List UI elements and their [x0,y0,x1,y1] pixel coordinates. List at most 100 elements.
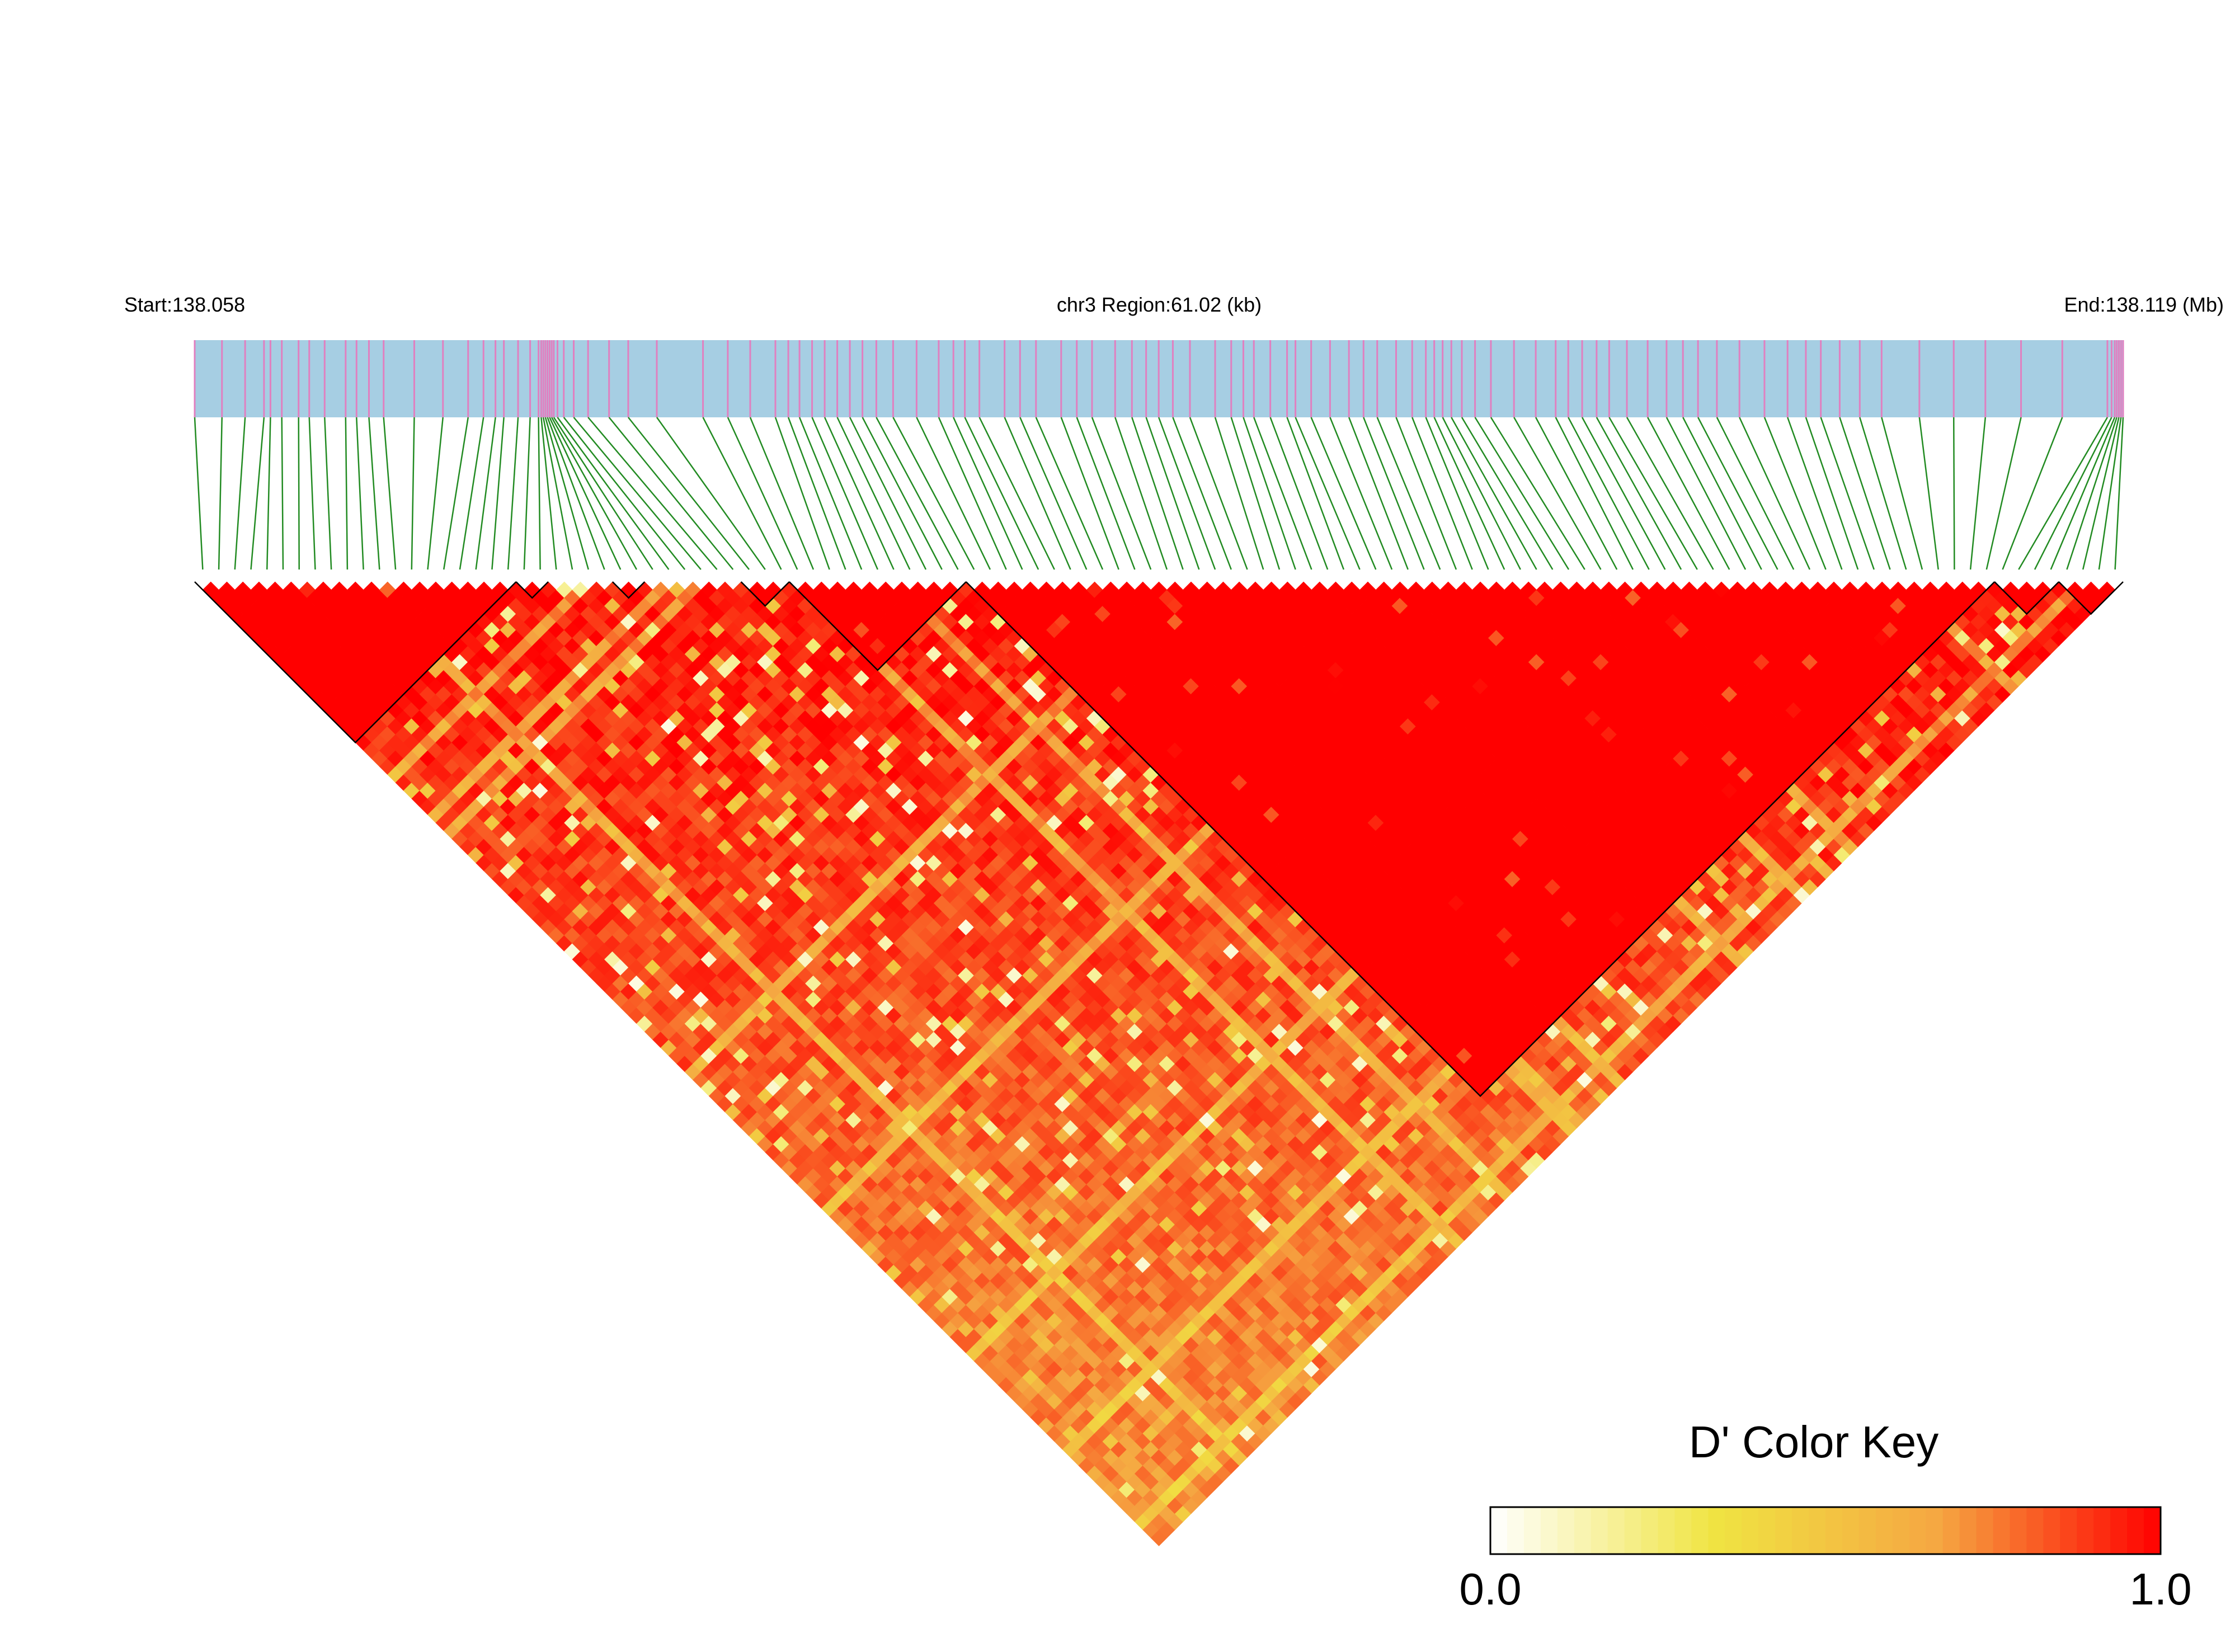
snp-connector [1697,417,1778,570]
snp-connector [557,417,670,570]
snp-connector [702,417,782,570]
snp-connector [1363,417,1425,570]
snp-connector [1189,417,1248,570]
snp-connectors [194,417,2124,570]
snp-connector [1433,417,1505,570]
snp-connector [2082,417,2120,570]
snp-connector [1555,417,1634,570]
snp-connector [1581,417,1666,570]
snp-connector [234,417,246,570]
snp-connector [1626,417,1714,570]
snp-connector [544,417,589,570]
snp-connector [2114,417,2124,570]
snp-connector [1114,417,1168,570]
snp-connector [1535,417,1618,570]
snp-connector [849,417,927,570]
snp-connector [507,417,519,570]
snp-connector [324,417,332,570]
snp-connector [749,417,815,570]
snp-connector [427,417,444,570]
snp-connector [1158,417,1216,570]
snp-connector [1295,417,1361,570]
snp-connector [656,417,766,570]
snp-connector [587,417,718,570]
snp-connector [266,417,271,570]
snp-connector [1019,417,1088,570]
snp-connector [1918,417,1939,570]
snp-connector [1969,417,1987,570]
snp-connector [1513,417,1602,570]
snp-connector [811,417,878,570]
snp-connector [1253,417,1312,570]
snp-connector [547,417,605,570]
snp-connector [1035,417,1104,570]
snp-connector [194,417,204,570]
snp-connector [1859,417,1907,570]
snp-connector [540,417,557,570]
snp-connector [1568,417,1650,570]
snp-connector [383,417,397,570]
snp-connector [1985,417,2022,570]
snp-connector [1739,417,1810,570]
snp-connector [2034,417,2112,570]
snp-connector [2002,417,2063,570]
snp-connector [1474,417,1570,570]
snp-connector [443,417,469,570]
snp-connector [953,417,1023,570]
snp-connector [2050,417,2116,570]
snp-connector [1131,417,1184,570]
snp-connector [368,417,380,570]
snp-connector [836,417,911,570]
region-start-label: Start:138.058 [124,293,245,316]
snp-connector [1451,417,1537,570]
snp-connector [1461,417,1554,570]
snp-connector [308,417,316,570]
snp-connector [1490,417,1585,570]
snp-connector [1395,417,1457,570]
snp-connector [345,417,349,570]
snp-connector [1376,417,1441,570]
snp-connector [1145,417,1200,570]
snp-connector [553,417,653,570]
snp-connector [892,417,975,570]
snp-connector [551,417,638,570]
snp-connector [1805,417,1859,570]
snp-connector [250,417,265,570]
snp-connector [563,417,686,570]
snp-connector [2066,417,2118,570]
snp-connector [475,417,496,570]
ld-heatmap [202,581,2116,1546]
snp-ticks [194,340,2124,417]
snp-connector [1839,417,1891,570]
snp-connector [1716,417,1795,570]
snp-connector [876,417,959,570]
snp-connector [1881,417,1923,570]
snp-connector [1682,417,1762,570]
snp-connector [938,417,1007,570]
snp-connector [1329,417,1393,570]
snp-connector [774,417,830,570]
snp-connector [1665,417,1747,570]
snp-connector [523,417,531,570]
snp-connector [491,417,505,570]
snp-connector [1243,417,1296,570]
snp-connector [411,417,415,570]
region-size-label: chr3 Region:61.02 (kb) [1057,293,1262,316]
snp-connector [218,417,223,570]
snp-connector [549,417,622,570]
snp-connector [1647,417,1730,570]
snp-connector [1442,417,1521,570]
snp-connector [573,417,702,570]
snp-connector [356,417,364,570]
snp-connector [1269,417,1329,570]
snp-connector [1787,417,1843,570]
snp-connector [2098,417,2122,570]
snp-connector [1763,417,1827,570]
snp-connector [1286,417,1345,570]
snp-connector [727,417,798,570]
snp-connector [2018,417,2109,570]
snp-connector [281,417,284,570]
snp-connector [542,417,573,570]
snp-connector [1596,417,1682,570]
snp-connector [1425,417,1489,570]
